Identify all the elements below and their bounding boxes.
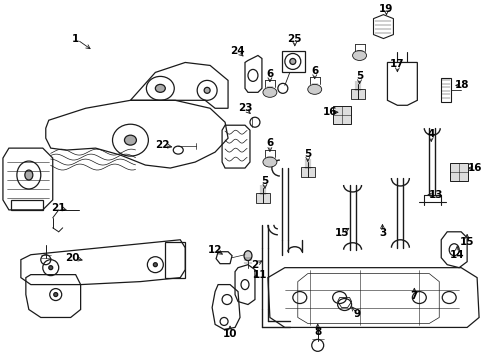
Ellipse shape [153,263,157,267]
Text: 2: 2 [251,260,258,270]
Text: 7: 7 [410,291,417,301]
Text: 21: 21 [51,203,66,213]
Text: 3: 3 [378,228,386,238]
Text: 5: 5 [304,149,311,159]
Ellipse shape [244,251,251,261]
Ellipse shape [124,135,136,145]
Text: 11: 11 [252,270,266,280]
Ellipse shape [25,170,33,180]
Text: 22: 22 [155,140,169,150]
Text: 13: 13 [428,190,443,200]
Ellipse shape [263,157,276,167]
Text: 15: 15 [459,237,473,247]
Text: 1: 1 [72,33,79,44]
Ellipse shape [203,87,210,93]
Text: 6: 6 [310,67,318,76]
Text: 20: 20 [65,253,80,263]
Text: 16: 16 [467,163,481,173]
Text: 4: 4 [427,129,434,139]
Ellipse shape [155,84,165,92]
Text: 6: 6 [266,69,273,80]
Text: 5: 5 [355,71,363,81]
Text: 6: 6 [266,138,273,148]
Text: 5: 5 [261,176,268,186]
Text: 9: 9 [353,310,360,319]
Bar [332,106,350,124]
Text: 25: 25 [287,33,302,44]
Bar [300,167,314,177]
Text: 16: 16 [322,107,336,117]
Text: 23: 23 [237,103,252,113]
Text: 19: 19 [379,4,393,14]
Ellipse shape [307,84,321,94]
Ellipse shape [49,266,53,270]
Ellipse shape [352,50,366,60]
Bar [255,193,269,203]
Text: 15: 15 [334,228,348,238]
Bar [350,89,364,99]
Ellipse shape [289,58,295,64]
Text: 18: 18 [454,80,468,90]
Ellipse shape [54,293,58,297]
Text: 12: 12 [207,245,222,255]
Ellipse shape [263,87,276,97]
Bar [449,163,467,181]
Text: 14: 14 [449,250,464,260]
Text: 8: 8 [313,327,321,337]
Text: 24: 24 [229,45,244,55]
Text: 17: 17 [389,59,404,69]
Text: 10: 10 [223,329,237,339]
